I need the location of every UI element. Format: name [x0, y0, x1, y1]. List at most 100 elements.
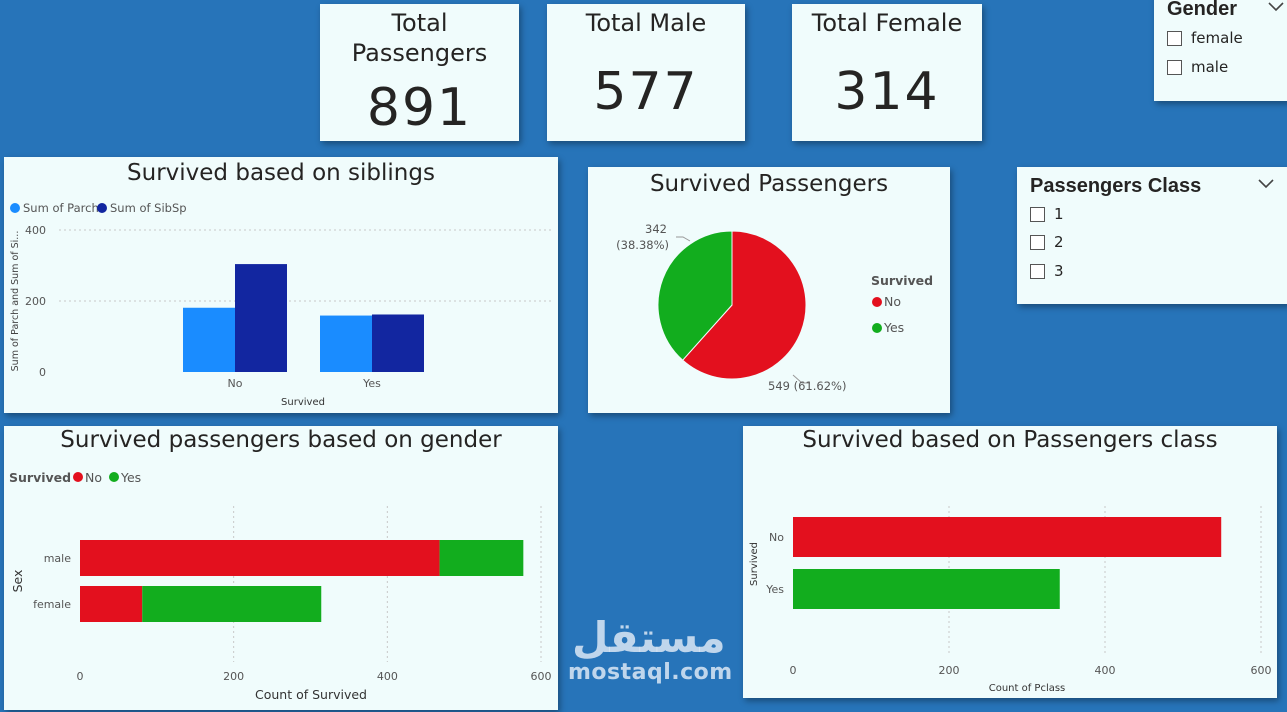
passengers-class-slicer[interactable]: Passengers Class 1 2 3 [1017, 167, 1287, 304]
x-tick-label: 400 [1095, 664, 1116, 677]
x-tick-label: 0 [790, 664, 797, 677]
option-label: 1 [1054, 205, 1064, 223]
bar-male-Yes [439, 540, 524, 576]
bar-Yes-1 [372, 314, 424, 372]
y-tick-label: male [44, 552, 72, 565]
data-label-yes-pct: (38.38%) [616, 238, 669, 252]
legend-marker-Yes [872, 323, 882, 333]
chart-title: Survived based on Passengers class [802, 427, 1218, 453]
kpi-value: 891 [366, 78, 473, 138]
y-tick-label: 0 [39, 366, 46, 379]
legend-label-0: Sum of Parch [23, 201, 99, 215]
gender-stacked-bar-chart: Survived No Yes 0 200 400 600 Count of Survived… [9, 470, 552, 702]
y-tick-label: female [33, 598, 71, 611]
bar-No [793, 517, 1222, 557]
bar-No-0 [183, 307, 235, 372]
checkbox[interactable] [1030, 263, 1045, 279]
siblings-bar-chart: Sum of Parch Sum of SibSp 0 200 400 Sum of Pa… [10, 201, 552, 408]
legend-label-1: Sum of SibSp [110, 201, 187, 215]
option-label: 3 [1054, 262, 1064, 280]
option-label: 2 [1054, 233, 1064, 251]
chevron-down-icon[interactable] [1257, 178, 1275, 190]
kpi-title-line1: Total [391, 9, 448, 37]
legend-marker-yes [109, 472, 119, 482]
kpi-total-male-card[interactable]: Total Male 577 [547, 4, 745, 141]
option-label: male [1191, 58, 1229, 76]
y-axis-title: Survived [749, 542, 760, 586]
legend-marker-0 [10, 203, 20, 213]
class-chart-card[interactable]: Survived based on Passengers class 0 200 4… [743, 426, 1277, 698]
kpi-value: 577 [593, 62, 699, 122]
x-tick-label: 600 [1251, 664, 1272, 677]
y-tick-label: 400 [25, 224, 46, 237]
watermark-arabic: مستقل [572, 613, 726, 662]
checkbox[interactable] [1030, 234, 1045, 250]
y-axis-title: Sex [10, 570, 25, 593]
kpi-value: 314 [834, 62, 940, 122]
x-tick-label: 200 [939, 664, 960, 677]
gender-option-female[interactable]: female [1167, 29, 1243, 47]
legend-title: Survived [871, 273, 933, 288]
class-option-2[interactable]: 2 [1030, 233, 1064, 251]
x-tick-label: 600 [531, 670, 552, 683]
watermark-latin: mostaql.com [568, 660, 733, 685]
legend-label-no: No [85, 470, 102, 485]
checkbox[interactable] [1030, 206, 1045, 222]
siblings-chart-card[interactable]: Survived based on siblings Sum of Parch S… [4, 157, 558, 413]
legend-label-yes: Yes [120, 470, 141, 485]
gender-chart-card[interactable]: Survived passengers based on gender Surv… [4, 426, 558, 710]
kpi-title-line2: Passengers [351, 39, 488, 67]
x-axis-title: Survived [281, 397, 325, 408]
chevron-down-icon[interactable] [1267, 1, 1285, 13]
legend-marker-no [73, 472, 83, 482]
chart-title: Survived passengers based on gender [60, 427, 502, 453]
option-label: female [1191, 29, 1243, 47]
y-tick-label: Yes [765, 583, 784, 596]
pie-slice-Yes [657, 230, 733, 361]
leader-line-no [792, 374, 810, 384]
x-tick-label: No [228, 377, 243, 390]
class-option-1[interactable]: 1 [1030, 205, 1064, 223]
x-tick-label: 200 [223, 670, 244, 683]
gender-slicer[interactable]: Gender female male [1154, 0, 1287, 101]
checkbox[interactable] [1167, 30, 1182, 46]
watermark-logo: مستقل mostaql.com [568, 615, 733, 685]
y-tick-label: 200 [25, 295, 46, 308]
leader-line-yes [676, 236, 691, 242]
pie-slice-No [681, 230, 807, 380]
kpi-total-female-card[interactable]: Total Female 314 [792, 4, 982, 141]
survived-pie-card[interactable]: Survived Passengers 549 (61.62%) 342 (38.3… [588, 167, 950, 413]
bar-male-No [80, 540, 440, 576]
y-axis-title: Sum of Parch and Sum of Si... [10, 231, 21, 372]
class-option-3[interactable]: 3 [1030, 262, 1064, 280]
class-slicer-title: Passengers Class [1030, 175, 1202, 197]
legend-label-No: No [884, 294, 901, 309]
chart-title: Survived Passengers [649, 171, 889, 197]
bar-No-1 [235, 264, 287, 372]
x-tick-label: Yes [362, 377, 381, 390]
bar-Yes-0 [320, 315, 372, 372]
class-bar-chart: 0 200 400 600 Count of Pclass Survived No Yes [749, 506, 1272, 694]
x-tick-label: 400 [377, 670, 398, 683]
legend-marker-1 [97, 203, 107, 213]
bar-female-No [80, 586, 143, 622]
kpi-title: Total Female [811, 9, 963, 37]
survived-pie-chart: 549 (61.62%) 342 (38.38%) Survived No Yes [616, 222, 933, 393]
data-label-no: 549 (61.62%) [768, 379, 846, 393]
gender-option-male[interactable]: male [1167, 58, 1228, 76]
data-label-yes-value: 342 [645, 222, 667, 236]
chart-title: Survived based on siblings [127, 160, 435, 186]
legend-title: Survived [9, 470, 71, 485]
bar-Yes [793, 569, 1060, 609]
legend-label-Yes: Yes [883, 320, 904, 335]
checkbox[interactable] [1167, 59, 1182, 75]
x-tick-label: 0 [77, 670, 84, 683]
legend-marker-No [872, 297, 882, 307]
kpi-title: Total Male [585, 9, 707, 37]
y-tick-label: No [769, 531, 784, 544]
bar-female-Yes [142, 586, 322, 622]
kpi-total-passengers-card[interactable]: Total Passengers 891 [320, 4, 519, 141]
x-axis-title: Count of Pclass [989, 683, 1066, 694]
gender-slicer-title: Gender [1167, 0, 1238, 20]
x-axis-title: Count of Survived [255, 687, 367, 702]
